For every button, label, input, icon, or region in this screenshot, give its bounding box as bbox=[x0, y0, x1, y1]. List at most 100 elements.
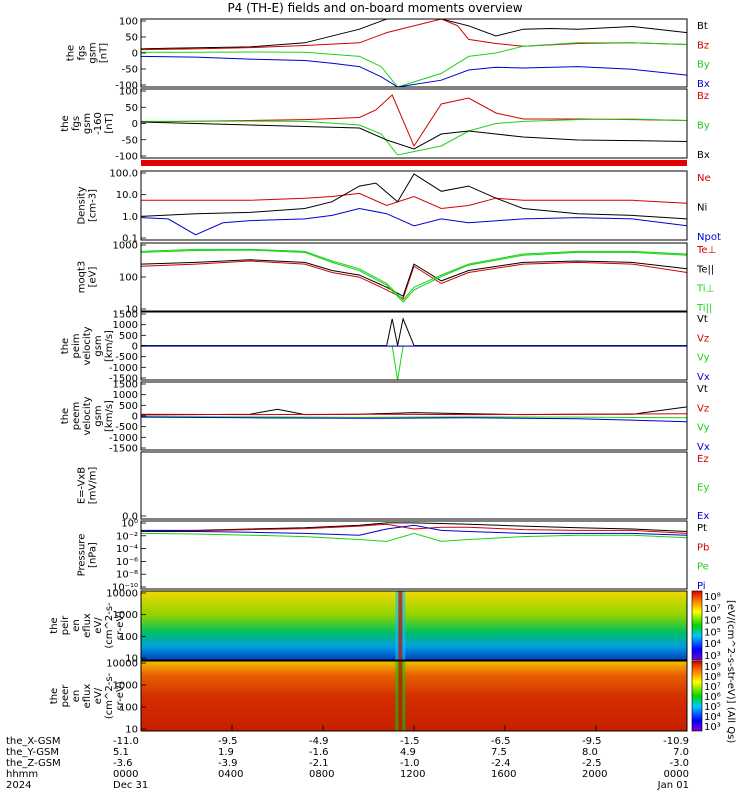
series-line-ti bbox=[140, 249, 688, 303]
y-tick-label: -100 bbox=[115, 152, 138, 163]
y-axis-label: the bbox=[66, 45, 77, 61]
y-axis-label: [nPa] bbox=[88, 542, 99, 568]
y-axis-label: E=-VxB bbox=[77, 467, 88, 504]
y-tick-label: 1000 bbox=[113, 610, 138, 621]
y-tick-label: 10 bbox=[125, 654, 138, 665]
footer-row-label: the_X-GSM bbox=[6, 736, 61, 747]
y-tick-label: 1000 bbox=[113, 241, 138, 252]
y-axis-label: (cm^2-s- bbox=[104, 672, 115, 719]
y-tick-label: 10⁻¹⁰ bbox=[112, 583, 138, 594]
series-line-bz bbox=[140, 18, 688, 51]
legend-entry: Pi bbox=[697, 581, 706, 592]
y-tick-label: 0.1 bbox=[122, 234, 138, 245]
y-axis-label: [cm-3] bbox=[88, 189, 99, 222]
y-tick-label: 10⁰ bbox=[121, 519, 138, 530]
legend-entry: By bbox=[697, 121, 710, 132]
legend-entry: Vy bbox=[697, 353, 710, 364]
legend-entry: Te⊥ bbox=[696, 245, 716, 256]
footer-value: 1600 bbox=[491, 769, 517, 780]
series-line-ni bbox=[140, 173, 688, 220]
y-tick-label: -100 bbox=[115, 81, 138, 92]
y-tick-label: 10 bbox=[125, 725, 138, 736]
footer-row-label: the_Z-GSM bbox=[6, 758, 61, 769]
footer-value: -2.4 bbox=[491, 758, 511, 769]
y-axis-label: gsm bbox=[93, 405, 104, 426]
y-tick-label: 1500 bbox=[113, 310, 138, 321]
y-tick-label: -1000 bbox=[109, 433, 138, 444]
y-axis-label: (cm^2-s- bbox=[104, 602, 115, 649]
y-tick-label: -50 bbox=[122, 135, 138, 146]
y-tick-label: 1500 bbox=[113, 380, 138, 391]
y-tick-label: 10.0 bbox=[116, 190, 138, 201]
y-axis-label: the bbox=[49, 688, 60, 704]
colorbar-tick-label: 10⁹ bbox=[704, 662, 721, 673]
spectrogram-feature-core bbox=[398, 661, 403, 731]
colorbar-label: [eV/(cm^2-s-str-eV)] (All Qs) bbox=[725, 600, 736, 743]
legend-entry: Vz bbox=[697, 403, 709, 414]
y-tick-label: 100 bbox=[119, 17, 138, 28]
y-axis-label: the bbox=[60, 408, 71, 424]
panel-frame bbox=[140, 381, 688, 451]
y-tick-label: 100 bbox=[119, 273, 138, 284]
colorbar-tick-label: 10⁷ bbox=[704, 682, 721, 693]
y-axis-label: fgs bbox=[71, 116, 82, 131]
footer-value: 0000 bbox=[113, 769, 139, 780]
footer-value: -9.5 bbox=[582, 736, 602, 747]
footer-value: -10.9 bbox=[663, 736, 689, 747]
y-tick-label: -500 bbox=[115, 422, 138, 433]
y-tick-label: 500 bbox=[119, 331, 138, 342]
colorbar-tick-label: 10³ bbox=[704, 722, 721, 733]
footer-value: -2.5 bbox=[582, 758, 602, 769]
footer-value: Jan 01 bbox=[657, 780, 689, 791]
footer-value: 4.9 bbox=[400, 747, 416, 758]
panel-frame bbox=[140, 170, 688, 241]
y-axis-label: eV/ bbox=[93, 617, 104, 634]
y-tick-label: 100.0 bbox=[109, 169, 138, 180]
y-axis-label: en bbox=[71, 690, 82, 703]
panel-frame bbox=[140, 88, 688, 159]
colorbar-tick-label: 10⁸ bbox=[704, 592, 721, 603]
legend-entry: Bt bbox=[697, 21, 708, 32]
y-axis-label: velocity bbox=[82, 396, 93, 435]
y-axis-label: peir bbox=[60, 615, 71, 635]
y-tick-label: -50 bbox=[122, 65, 138, 76]
y-axis-label: peer bbox=[60, 684, 71, 708]
y-axis-label: gsm bbox=[82, 113, 93, 134]
legend-entry: Ne bbox=[697, 173, 711, 184]
legend-entry: Ey bbox=[697, 483, 709, 494]
legend-entry: Vt bbox=[697, 314, 708, 325]
legend-entry: Te|| bbox=[696, 264, 714, 275]
y-tick-label: 100 bbox=[119, 703, 138, 714]
panel-7: 0.0 E=-VxB [mV/m] Ez Ey Ex bbox=[77, 451, 709, 523]
y-tick-label: 0.0 bbox=[122, 512, 138, 523]
legend-entry: Vy bbox=[697, 423, 710, 434]
series-line-vy bbox=[140, 416, 688, 419]
y-tick-label: 1.0 bbox=[122, 212, 138, 223]
y-axis-label: Pressure bbox=[77, 534, 88, 577]
colorbar-tick-label: 10⁶ bbox=[704, 692, 721, 703]
footer-value: 1.9 bbox=[218, 747, 234, 758]
footer-value: 7.5 bbox=[491, 747, 507, 758]
series-line-te bbox=[140, 259, 688, 297]
footer-value: -11.0 bbox=[113, 736, 139, 747]
colorbar-tick-label: 10³ bbox=[704, 651, 721, 662]
footer-value: -1.0 bbox=[400, 758, 420, 769]
y-axis-label: Density bbox=[77, 186, 88, 224]
y-tick-label: 1000 bbox=[113, 320, 138, 331]
y-axis-label: eflux bbox=[82, 613, 93, 638]
series-line-vt bbox=[141, 317, 687, 346]
y-axis-label: moqt3 bbox=[77, 261, 88, 294]
legend-entry: Pb bbox=[697, 542, 709, 553]
colorbar-tick-label: 10⁵ bbox=[704, 702, 721, 713]
y-axis-label: eV/ bbox=[93, 687, 104, 704]
panel-3: 100.0 10.0 1.0 0.1 Density [cm-3] Ne Ni Npot bbox=[77, 169, 721, 245]
y-axis-label: velocity bbox=[82, 326, 93, 365]
y-axis-label: en bbox=[71, 619, 82, 632]
series-line-by bbox=[140, 118, 688, 156]
legend-entry: Pe bbox=[697, 562, 709, 573]
footer-value: Dec 31 bbox=[113, 780, 149, 791]
y-axis-label: gsm bbox=[88, 42, 99, 63]
